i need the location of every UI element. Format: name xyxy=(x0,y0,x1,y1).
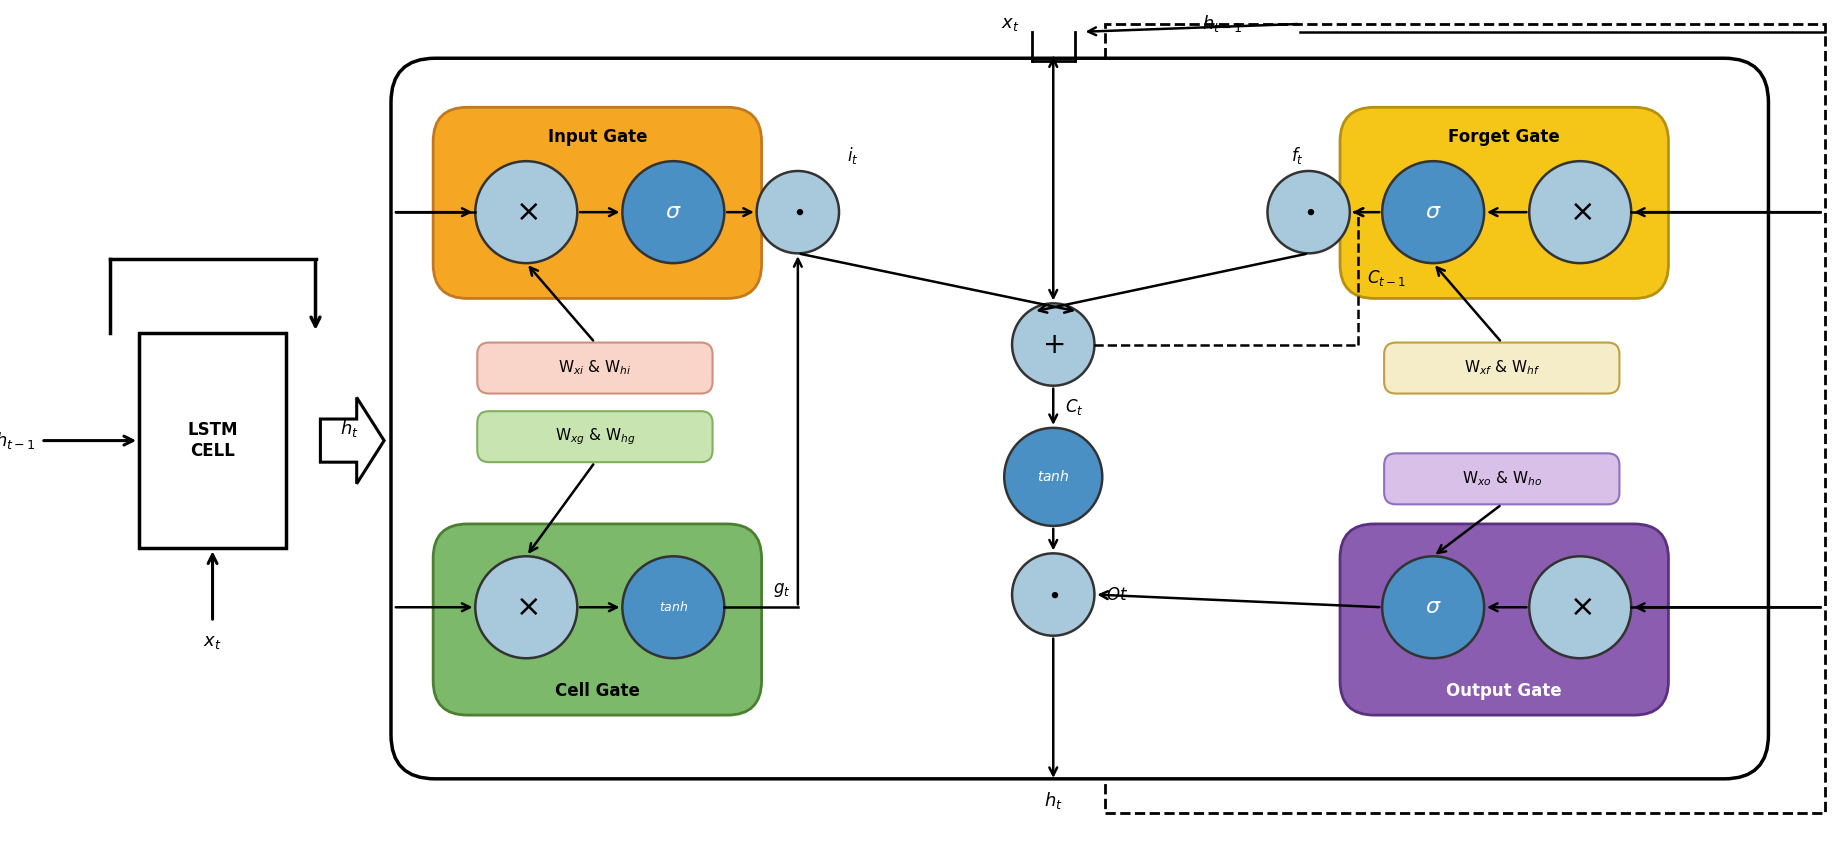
Text: $h_{t-1}$: $h_{t-1}$ xyxy=(0,430,37,451)
Text: Cell Gate: Cell Gate xyxy=(554,681,641,700)
Text: W$_{xo}$ & W$_{ho}$: W$_{xo}$ & W$_{ho}$ xyxy=(1462,469,1543,488)
Circle shape xyxy=(1013,553,1094,636)
FancyBboxPatch shape xyxy=(1384,453,1620,505)
FancyBboxPatch shape xyxy=(433,524,762,715)
Text: $\sigma$: $\sigma$ xyxy=(665,202,681,222)
Text: $h_t$: $h_t$ xyxy=(1044,790,1062,811)
Circle shape xyxy=(622,556,724,659)
Text: $i_t$: $i_t$ xyxy=(847,145,858,166)
FancyBboxPatch shape xyxy=(477,411,712,463)
Text: $tanh$: $tanh$ xyxy=(1036,469,1070,484)
Text: $tanh$: $tanh$ xyxy=(659,600,689,614)
FancyBboxPatch shape xyxy=(433,108,762,299)
FancyBboxPatch shape xyxy=(477,342,712,394)
Text: $f_t$: $f_t$ xyxy=(1291,145,1303,166)
Text: $x_t$: $x_t$ xyxy=(203,632,221,651)
Circle shape xyxy=(475,161,578,263)
Circle shape xyxy=(1003,428,1103,526)
Text: W$_{xf}$ & W$_{hf}$: W$_{xf}$ & W$_{hf}$ xyxy=(1464,359,1541,378)
FancyBboxPatch shape xyxy=(1384,342,1620,394)
Text: $h_t$: $h_t$ xyxy=(341,418,359,439)
Text: $\sigma$: $\sigma$ xyxy=(1425,202,1442,222)
Circle shape xyxy=(1383,161,1484,263)
Circle shape xyxy=(475,556,578,659)
Text: Output Gate: Output Gate xyxy=(1447,681,1561,700)
Text: $C_{t-1}$: $C_{t-1}$ xyxy=(1368,268,1407,288)
Text: $\times$: $\times$ xyxy=(1569,593,1592,621)
Text: $\times$: $\times$ xyxy=(515,593,538,621)
Text: LSTM
CELL: LSTM CELL xyxy=(188,421,237,460)
Text: $+$: $+$ xyxy=(1042,331,1064,358)
Text: $\sigma$: $\sigma$ xyxy=(1425,597,1442,617)
Text: W$_{xi}$ & W$_{hi}$: W$_{xi}$ & W$_{hi}$ xyxy=(558,359,631,378)
Circle shape xyxy=(1383,556,1484,659)
Circle shape xyxy=(622,161,724,263)
Text: $\times$: $\times$ xyxy=(515,198,538,227)
Text: Input Gate: Input Gate xyxy=(547,128,648,145)
Text: $x_t$: $x_t$ xyxy=(1002,15,1020,33)
Text: W$_{xg}$ & W$_{hg}$: W$_{xg}$ & W$_{hg}$ xyxy=(554,426,635,447)
FancyBboxPatch shape xyxy=(1340,108,1668,299)
Text: $C_t$: $C_t$ xyxy=(1064,397,1084,417)
Circle shape xyxy=(1530,161,1631,263)
Circle shape xyxy=(757,171,839,253)
Text: Forget Gate: Forget Gate xyxy=(1449,128,1559,145)
Text: $g_t$: $g_t$ xyxy=(773,581,792,600)
FancyBboxPatch shape xyxy=(1340,524,1668,715)
Bar xyxy=(140,333,285,548)
FancyBboxPatch shape xyxy=(390,58,1769,779)
Text: $\bullet$: $\bullet$ xyxy=(792,202,805,222)
Text: $\bullet$: $\bullet$ xyxy=(1048,584,1059,605)
Text: $\bullet$: $\bullet$ xyxy=(1303,202,1314,222)
Text: $\times$: $\times$ xyxy=(1569,198,1592,227)
Circle shape xyxy=(1530,556,1631,659)
Text: $h_{t-1}$: $h_{t-1}$ xyxy=(1202,13,1243,34)
Circle shape xyxy=(1013,304,1094,386)
Polygon shape xyxy=(320,398,385,484)
Text: $Ot$: $Ot$ xyxy=(1106,585,1129,604)
Bar xyxy=(1105,24,1824,813)
Circle shape xyxy=(1267,171,1349,253)
